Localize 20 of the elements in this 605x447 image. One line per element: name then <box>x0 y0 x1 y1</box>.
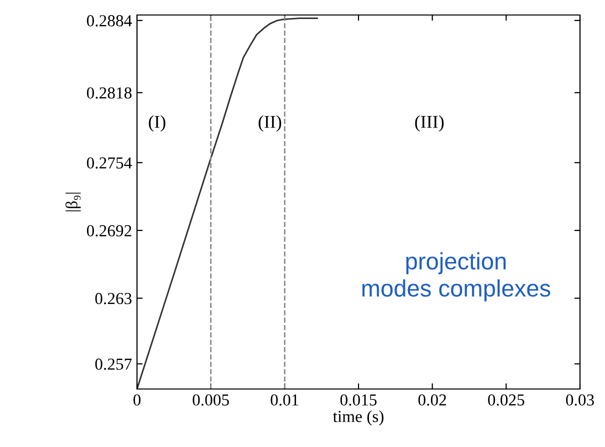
x-tick-label: 0.025 <box>488 394 524 406</box>
annotation: (III) <box>415 115 444 132</box>
annotation: (II) <box>258 115 282 132</box>
y-tick-label: 0.2818 <box>86 87 132 99</box>
annotation: (I) <box>148 115 166 132</box>
x-tick-label: 0.01 <box>270 394 298 406</box>
y-tick-label: 0.2692 <box>86 225 132 236</box>
y-tick-label: 0.2884 <box>86 15 132 26</box>
annotation: projection modes complexes <box>362 252 550 302</box>
y-axis-title: |β₉| <box>65 192 81 212</box>
x-tick-label: 0.005 <box>192 394 229 406</box>
y-tick-label: 0.2754 <box>86 157 132 169</box>
x-tick-label: 0 <box>133 394 141 406</box>
x-tick-label: 0.03 <box>566 394 594 406</box>
y-tick-label: 0.263 <box>95 292 132 304</box>
x-tick-label: 0.02 <box>418 394 446 406</box>
line-series <box>137 18 318 389</box>
y-tick-label: 0.257 <box>95 358 132 370</box>
x-tick-label: 0.015 <box>340 394 377 406</box>
x-axis-title: time (s) <box>332 410 384 426</box>
